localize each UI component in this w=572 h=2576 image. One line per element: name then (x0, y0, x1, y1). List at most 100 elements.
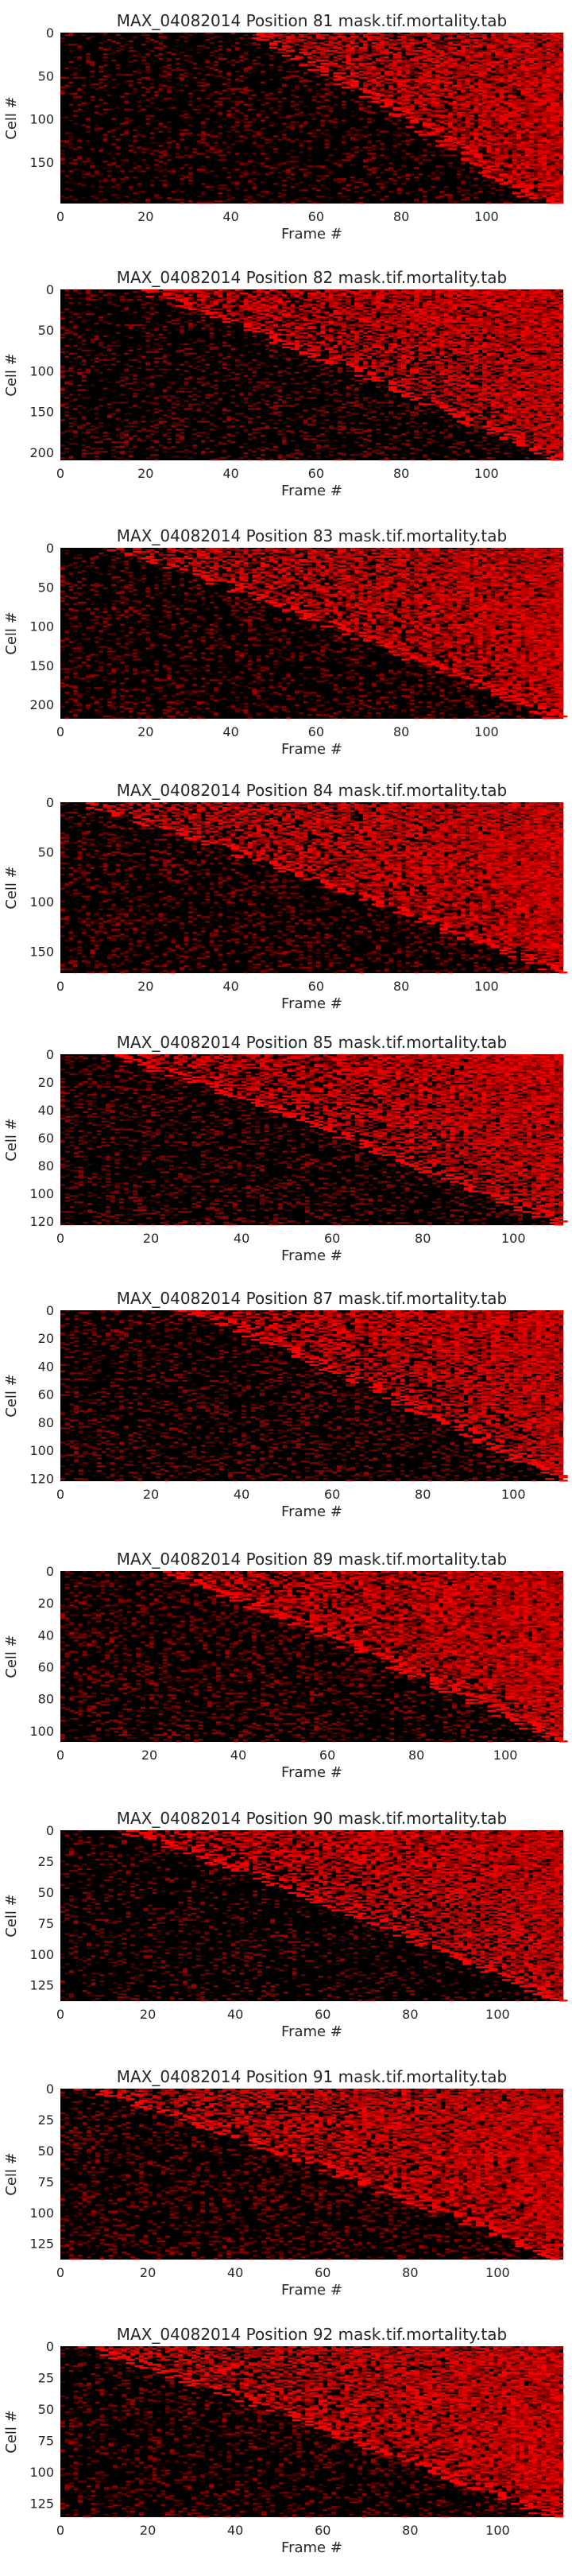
heatmap-cell (218, 45, 222, 47)
heatmap-cell (325, 44, 330, 45)
heatmap-cell (495, 56, 500, 58)
heatmap-cell (205, 36, 210, 37)
heatmap-cell (453, 41, 458, 42)
heatmap-cell (338, 66, 342, 68)
heatmap-cell (269, 64, 274, 66)
heatmap-cell (192, 68, 197, 69)
heatmap-panel: MAX_04082014 Position 81 mask.tif.mortal… (3, 11, 563, 242)
heatmap-cell (504, 58, 508, 60)
heatmap-cell (444, 39, 449, 41)
heatmap-cell (466, 42, 470, 44)
heatmap-cell (350, 53, 355, 55)
heatmap-cell (385, 44, 389, 45)
heatmap-cell (252, 68, 257, 69)
heatmap-cell (312, 55, 317, 56)
heatmap-cell (158, 48, 163, 50)
heatmap-cell (214, 36, 218, 37)
heatmap-cell (252, 34, 257, 36)
heatmap-cell (184, 37, 189, 39)
heatmap-cell (372, 42, 377, 44)
heatmap-cell (116, 42, 121, 44)
heatmap-cell (380, 53, 385, 55)
heatmap-cell (107, 36, 112, 37)
heatmap-cell (137, 56, 142, 58)
heatmap-cell (205, 66, 210, 68)
heatmap-cell (133, 37, 137, 39)
heatmap-cell (354, 68, 359, 69)
heatmap-cell (210, 52, 214, 53)
heatmap-cell (64, 44, 69, 45)
heatmap-cell (129, 47, 133, 48)
heatmap-cell (376, 39, 381, 41)
heatmap-cell (354, 60, 359, 61)
heatmap-cell (325, 56, 330, 58)
heatmap-cell (252, 63, 257, 64)
heatmap-cell (486, 71, 491, 72)
heatmap-cell (555, 52, 559, 53)
heatmap-cell (244, 34, 249, 36)
heatmap-cell (184, 33, 189, 34)
heatmap-cell (423, 66, 427, 68)
heatmap-cell (508, 45, 512, 47)
heatmap-cell (410, 68, 415, 69)
heatmap-cell (244, 44, 249, 45)
heatmap-cell (529, 61, 534, 63)
heatmap-cell (333, 60, 338, 61)
heatmap-cell (457, 44, 462, 45)
heatmap-cell (435, 52, 440, 53)
heatmap-cell (167, 64, 172, 66)
heatmap-cell (60, 37, 65, 39)
heatmap-cell (401, 47, 406, 48)
heatmap-cell (205, 61, 210, 63)
heatmap-cell (120, 48, 125, 50)
heatmap-cell (414, 53, 419, 55)
heatmap-cell (320, 56, 325, 58)
heatmap-cell (448, 37, 453, 39)
heatmap-cell (316, 48, 321, 50)
heatmap-cell (478, 47, 483, 48)
heatmap-cell (231, 60, 236, 61)
heatmap-cell (103, 60, 108, 61)
heatmap-cell (453, 37, 458, 39)
heatmap-cell (218, 58, 222, 60)
heatmap-cell (363, 36, 368, 37)
heatmap-cell (269, 55, 274, 56)
heatmap-cell (435, 61, 440, 63)
heatmap-cell (77, 48, 82, 50)
heatmap-cell (210, 55, 214, 56)
heatmap-cell (410, 34, 415, 36)
heatmap-cell (359, 71, 364, 72)
heatmap-cell (171, 69, 176, 71)
heatmap-cell (184, 60, 189, 61)
heatmap-cell (312, 52, 317, 53)
heatmap-cell (388, 39, 393, 41)
heatmap-cell (397, 48, 402, 50)
heatmap-cell (167, 60, 172, 61)
heatmap-cell (392, 44, 397, 45)
chart-title: MAX_04082014 Position 81 mask.tif.mortal… (117, 11, 507, 30)
heatmap-cell (372, 55, 377, 56)
heatmap-cell (299, 36, 303, 37)
heatmap-cell (516, 63, 521, 64)
heatmap-cell (120, 45, 125, 47)
heatmap-cell (559, 47, 564, 48)
heatmap-cell (145, 37, 150, 39)
heatmap-cell (486, 64, 491, 66)
heatmap-cell (542, 50, 547, 52)
heatmap-cell (359, 60, 364, 61)
heatmap-cell (210, 63, 214, 64)
heatmap-cell (180, 36, 184, 37)
heatmap-cell (60, 41, 65, 42)
heatmap-cell (338, 69, 342, 71)
heatmap-cell (376, 53, 381, 55)
heatmap-cell (461, 55, 466, 56)
heatmap-cell (218, 48, 222, 50)
heatmap-cell (406, 53, 411, 55)
heatmap-cell (116, 50, 121, 52)
heatmap-cell (333, 52, 338, 53)
heatmap-cell (176, 69, 180, 71)
heatmap-cell (273, 52, 278, 53)
heatmap-cell (325, 50, 330, 52)
heatmap-cell (299, 45, 303, 47)
